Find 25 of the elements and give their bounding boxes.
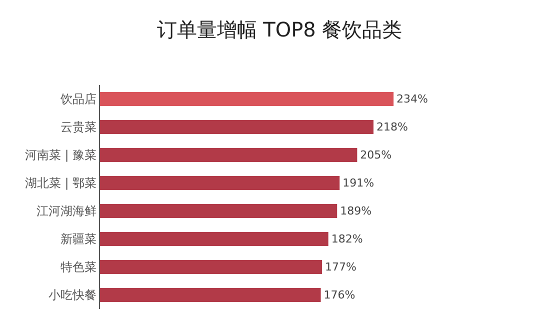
y-tick-label: 特色菜 [60,260,97,274]
data-label: 177% [325,260,356,274]
bar [100,232,328,246]
y-tick-label: 湖北菜 | 鄂菜 [24,176,97,190]
data-label: 234% [396,92,428,106]
bar [100,260,322,274]
y-tick-label: 江河湖海鲜 [36,204,97,218]
data-label: 205% [360,148,392,162]
bar [100,204,338,218]
chart-title: 订单量增幅 TOP8 餐饮品类 [156,18,402,42]
data-label: 182% [331,232,363,246]
y-tick-label: 饮品店 [60,92,97,106]
bar [100,92,394,106]
y-tick-label: 新疆菜 [60,232,97,246]
bar [100,148,358,162]
y-tick-label: 云贵菜 [60,120,97,134]
bar [100,120,374,134]
bar [100,176,340,190]
data-label: 176% [324,288,356,302]
data-label: 218% [376,120,408,134]
y-tick-label: 河南菜 | 豫菜 [24,148,97,162]
y-tick-label: 小吃快餐 [48,288,97,302]
data-label: 191% [342,176,374,190]
data-label: 189% [340,204,372,218]
bar [100,288,321,302]
